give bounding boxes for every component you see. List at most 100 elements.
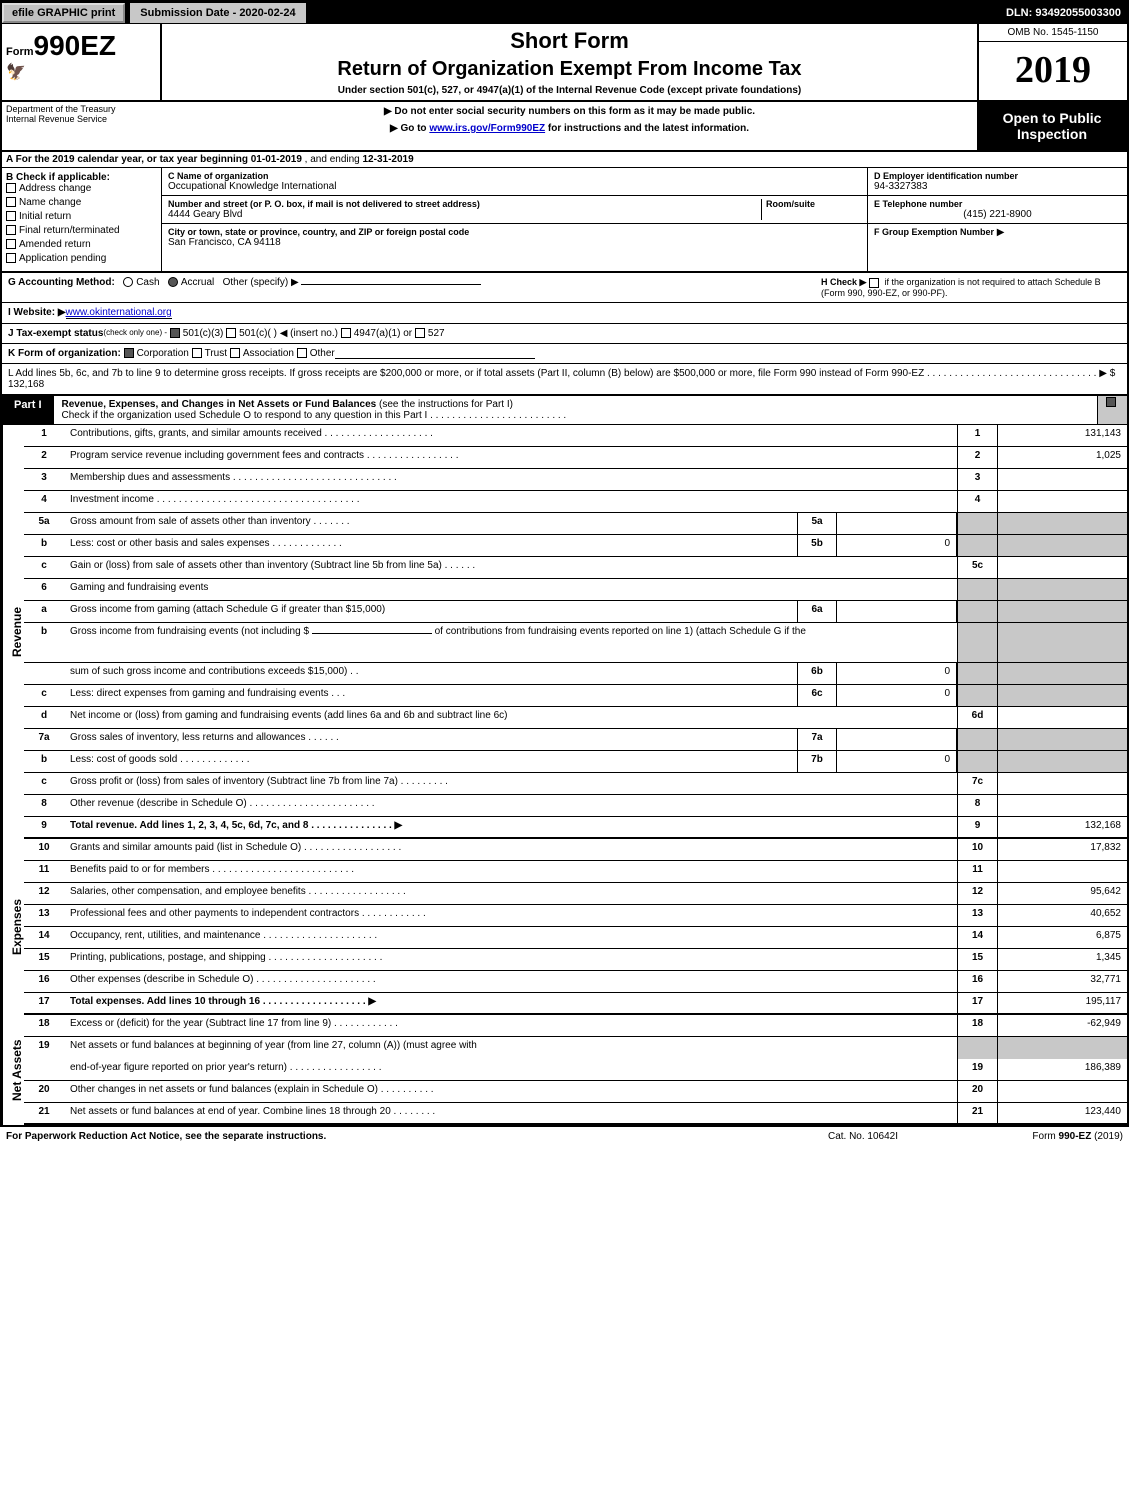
501c3-checkbox[interactable] — [170, 328, 180, 338]
cash-radio[interactable] — [123, 277, 133, 287]
net-assets-side-label: Net Assets — [2, 1015, 24, 1125]
other-org-label: Other — [310, 348, 335, 359]
line-6c: cLess: direct expenses from gaming and f… — [24, 685, 1127, 707]
section-a-mid: , and ending — [305, 154, 363, 165]
paperwork-notice: For Paperwork Reduction Act Notice, see … — [6, 1131, 763, 1142]
line-19-part2: end-of-year figure reported on prior yea… — [24, 1059, 1127, 1081]
addr-change-label: Address change — [19, 183, 91, 194]
amended-return-checkbox[interactable] — [6, 239, 16, 249]
year-box: OMB No. 1545-1150 2019 — [977, 24, 1127, 100]
dept-line2: Internal Revenue Service — [6, 114, 158, 124]
schedule-o-checkbox[interactable] — [1106, 397, 1116, 407]
part-1-title-bold: Revenue, Expenses, and Changes in Net As… — [62, 399, 377, 410]
line-1: 1Contributions, gifts, grants, and simil… — [24, 425, 1127, 447]
name-change-label: Name change — [19, 197, 81, 208]
section-def: D Employer identification number 94-3327… — [867, 168, 1127, 271]
527-checkbox[interactable] — [415, 328, 425, 338]
line-6: 6Gaming and fundraising events — [24, 579, 1127, 601]
4947-checkbox[interactable] — [341, 328, 351, 338]
501c3-label: 501(c)(3) — [183, 328, 224, 339]
ein-label: D Employer identification number — [874, 171, 1121, 181]
omb-number: OMB No. 1545-1150 — [979, 24, 1127, 42]
subtitle: Under section 501(c), 527, or 4947(a)(1)… — [168, 85, 971, 96]
initial-return-checkbox[interactable] — [6, 211, 16, 221]
org-name-label: C Name of organization — [168, 171, 861, 181]
section-j: J Tax-exempt status (check only one) - 5… — [2, 324, 1127, 344]
line-7c: cGross profit or (loss) from sales of in… — [24, 773, 1127, 795]
form-container: efile GRAPHIC print Submission Date - 20… — [0, 0, 1129, 1127]
efile-print-button[interactable]: efile GRAPHIC print — [2, 3, 125, 23]
addr-change-checkbox[interactable] — [6, 183, 16, 193]
corp-checkbox[interactable] — [124, 348, 134, 358]
section-h-label: H Check ▶ — [821, 277, 866, 287]
line-10: 10Grants and similar amounts paid (list … — [24, 839, 1127, 861]
section-a-prefix: A For the 2019 calendar year, or tax yea… — [6, 154, 251, 165]
other-org-checkbox[interactable] — [297, 348, 307, 358]
part-1-title: Revenue, Expenses, and Changes in Net As… — [54, 396, 1097, 424]
group-exemption-arrow: ▶ — [997, 227, 1005, 238]
line-2: 2Program service revenue including gover… — [24, 447, 1127, 469]
501c-label: 501(c)( ) ◀ (insert no.) — [239, 328, 338, 339]
fundraising-amount-blank — [312, 633, 432, 634]
line-20: 20Other changes in net assets or fund ba… — [24, 1081, 1127, 1103]
section-l: L Add lines 5b, 6c, and 7b to line 9 to … — [2, 364, 1127, 396]
section-b: B Check if applicable: Address change Na… — [2, 168, 162, 271]
amended-return-label: Amended return — [19, 239, 91, 250]
dept-row: Department of the Treasury Internal Reve… — [2, 102, 1127, 152]
tax-exempt-label: J Tax-exempt status — [8, 328, 103, 339]
page-footer: For Paperwork Reduction Act Notice, see … — [0, 1127, 1129, 1146]
ein-value: 94-3327383 — [874, 181, 1121, 192]
part-1-schedule-o-cell — [1097, 396, 1127, 424]
line-3: 3Membership dues and assessments . . . .… — [24, 469, 1127, 491]
dept-treasury: Department of the Treasury Internal Reve… — [2, 102, 162, 150]
line-12: 12Salaries, other compensation, and empl… — [24, 883, 1127, 905]
corp-label: Corporation — [137, 348, 189, 359]
trust-checkbox[interactable] — [192, 348, 202, 358]
line-8: 8Other revenue (describe in Schedule O) … — [24, 795, 1127, 817]
line-19-part1: 19Net assets or fund balances at beginni… — [24, 1037, 1127, 1059]
501c-checkbox[interactable] — [226, 328, 236, 338]
tax-year-end: 12-31-2019 — [363, 154, 414, 165]
irs-link[interactable]: www.irs.gov/Form990EZ — [429, 123, 545, 134]
assoc-checkbox[interactable] — [230, 348, 240, 358]
line-14: 14Occupancy, rent, utilities, and mainte… — [24, 927, 1127, 949]
tax-year-begin: 01-01-2019 — [251, 154, 302, 165]
accrual-radio[interactable] — [168, 277, 178, 287]
notice-2-suffix: for instructions and the latest informat… — [548, 123, 749, 134]
main-title: Return of Organization Exempt From Incom… — [168, 58, 971, 81]
527-label: 527 — [428, 328, 445, 339]
schedule-b-checkbox[interactable] — [869, 278, 879, 288]
street-address: 4444 Geary Blvd — [168, 209, 761, 220]
notice-1: ▶ Do not enter social security numbers o… — [166, 106, 973, 117]
website-label: I Website: ▶ — [8, 307, 66, 319]
final-return-label: Final return/terminated — [19, 225, 120, 236]
section-k: K Form of organization: Corporation Trus… — [2, 344, 1127, 364]
part-1-title-rest: (see the instructions for Part I) — [376, 399, 513, 410]
cash-label: Cash — [136, 277, 159, 288]
form-prefix: Form — [6, 46, 34, 58]
section-g-h: G Accounting Method: Cash Accrual Other … — [2, 273, 1127, 303]
open-to-public-box: Open to Public Inspection — [977, 102, 1127, 150]
notice-2-prefix: ▶ Go to — [390, 123, 429, 134]
line-17: 17Total expenses. Add lines 10 through 1… — [24, 993, 1127, 1015]
info-block: B Check if applicable: Address change Na… — [2, 168, 1127, 273]
website-link[interactable]: www.okinternational.org — [66, 307, 172, 319]
revenue-side-label: Revenue — [2, 425, 24, 839]
expenses-section: Expenses 10Grants and similar amounts pa… — [2, 839, 1127, 1015]
name-change-checkbox[interactable] — [6, 197, 16, 207]
group-exemption-label: F Group Exemption Number — [874, 227, 994, 237]
room-suite-label: Room/suite — [766, 199, 861, 209]
final-return-checkbox[interactable] — [6, 225, 16, 235]
submission-date-box: Submission Date - 2020-02-24 — [129, 2, 306, 24]
assoc-label: Association — [243, 348, 294, 359]
app-pending-checkbox[interactable] — [6, 253, 16, 263]
section-b-header: B Check if applicable: — [6, 172, 157, 183]
line-6b-part2: sum of such gross income and contributio… — [24, 663, 1127, 685]
part-1-header: Part I Revenue, Expenses, and Changes in… — [2, 396, 1127, 425]
accrual-label: Accrual — [181, 277, 214, 288]
section-i: I Website: ▶ www.okinternational.org — [2, 303, 1127, 324]
line-18: 18Excess or (deficit) for the year (Subt… — [24, 1015, 1127, 1037]
form-code-box: Form990EZ 🦅 — [2, 24, 162, 100]
city-label: City or town, state or province, country… — [168, 227, 861, 237]
form-version: Form 990-EZ (2019) — [963, 1131, 1123, 1142]
